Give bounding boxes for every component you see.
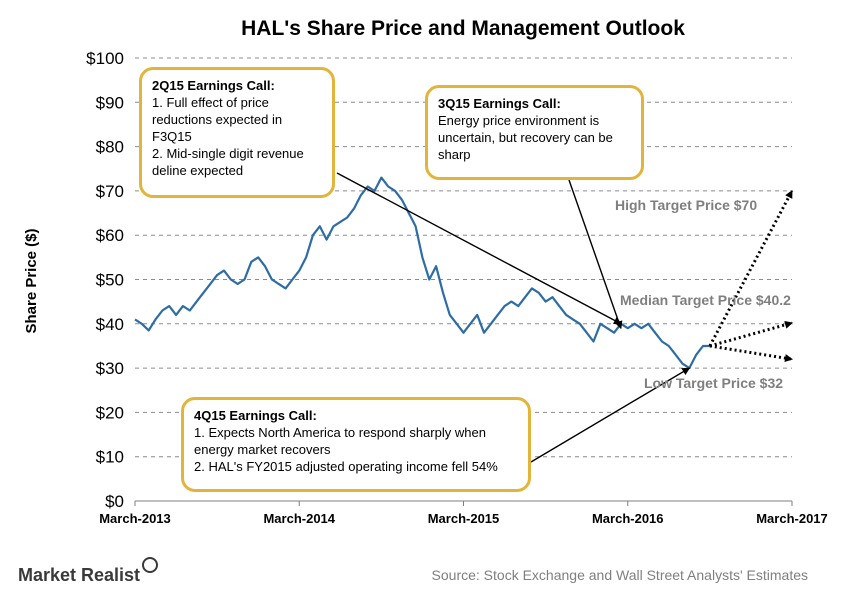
y-tick-label: $70	[96, 182, 124, 201]
y-tick-label: $80	[96, 138, 124, 157]
y-axis-ticks: $0 $10 $20 $30 $40 $50 $60 $70 $80 $90 $100	[86, 49, 124, 511]
source-note: Source: Stock Exchange and Wall Street A…	[431, 567, 808, 583]
callout-2q15: 2Q15 Earnings Call: 1. Full effect of pr…	[139, 67, 335, 198]
median-target-label: Median Target Price $40.2	[620, 292, 791, 308]
callout-3q15-line: Energy price environment is	[438, 113, 600, 128]
x-tick-label: March-2014	[263, 511, 335, 526]
callout-3q15-line: uncertain, but recovery can be	[438, 130, 613, 145]
callout-3q15-line: sharp	[438, 147, 471, 162]
callout-4q15-line: 1. Expects North America to respond shar…	[194, 425, 486, 440]
callout-3q15: 3Q15 Earnings Call: Energy price environ…	[425, 85, 644, 180]
y-axis-label: Share Price ($)	[23, 228, 40, 333]
high-target-label: High Target Price $70	[615, 197, 757, 213]
y-tick-label: $50	[96, 271, 124, 290]
market-realist-logo: Market Realist	[18, 557, 159, 586]
low-target-arrow	[709, 344, 793, 363]
x-tick-label: March-2015	[428, 511, 500, 526]
x-tick-label: March-2017	[756, 511, 828, 526]
callout-2q15-line: reductions expected in	[152, 112, 283, 127]
y-tick-label: $10	[96, 448, 124, 467]
y-tick-label: $30	[96, 359, 124, 378]
y-tick-label: $60	[96, 226, 124, 245]
y-tick-label: $0	[105, 492, 124, 511]
y-tick-label: $40	[96, 315, 124, 334]
share-price-line	[134, 176, 710, 370]
x-tick-label: March-2013	[99, 511, 171, 526]
callout-4q15-line: energy market recovers	[194, 442, 331, 457]
chart-title: HAL's Share Price and Management Outlook	[241, 17, 685, 40]
annotation-arrows	[336, 172, 691, 463]
callout-4q15: 4Q15 Earnings Call: 1. Expects North Ame…	[181, 397, 531, 492]
median-target-arrow	[709, 320, 793, 348]
brand-name: Market Realist	[18, 565, 141, 585]
high-target-arrow	[708, 190, 794, 347]
x-axis-ticks: March-2013 March-2014 March-2015 March-2016…	[99, 501, 828, 526]
y-tick-label: $100	[86, 49, 124, 68]
series-layer	[134, 176, 710, 370]
callout-2q15-line: F3Q15	[152, 129, 192, 144]
annotation-arrow-4q15	[530, 367, 691, 463]
callout-4q15-title: 4Q15 Earnings Call:	[194, 408, 317, 423]
callout-2q15-line: 2. Mid-single digit revenue	[152, 146, 304, 161]
y-tick-label: $90	[96, 93, 124, 112]
callout-2q15-line: 1. Full effect of price	[152, 95, 269, 110]
callout-2q15-line: deline expected	[152, 163, 244, 178]
callout-3q15-title: 3Q15 Earnings Call:	[438, 96, 561, 111]
callout-4q15-line: 2. HAL's FY2015 adjusted operating incom…	[194, 459, 498, 474]
x-tick-label: March-2016	[592, 511, 664, 526]
targets-layer	[708, 190, 794, 363]
magnifier-icon	[142, 557, 159, 573]
annotation-arrow-2q15	[336, 172, 622, 325]
y-tick-label: $20	[96, 403, 124, 422]
callout-2q15-title: 2Q15 Earnings Call:	[152, 78, 275, 93]
annotation-arrow-3q15	[568, 179, 623, 330]
low-target-label: Low Target Price $32	[644, 375, 783, 391]
